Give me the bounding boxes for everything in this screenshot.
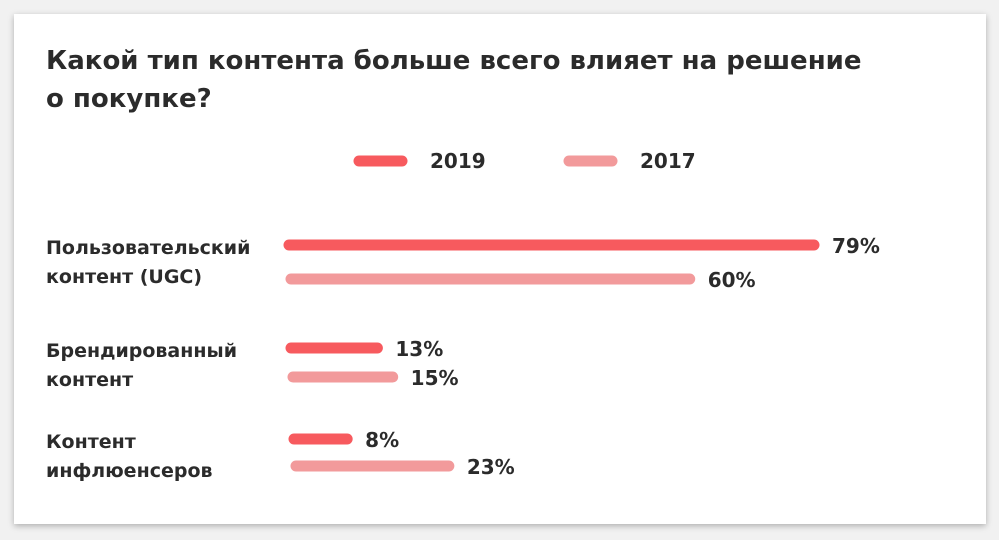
legend-label-2017: 2017	[640, 149, 696, 173]
category-label: контент (UGC)	[46, 266, 202, 288]
data-label-2017: 23%	[467, 455, 515, 479]
chart-card: Какой тип контента больше всего влияет н…	[14, 14, 986, 524]
category-label: Контент	[46, 431, 136, 453]
category-label: Брендированный	[46, 340, 237, 362]
data-label-2017: 60%	[708, 268, 756, 292]
data-label-2017: 15%	[411, 366, 459, 390]
data-label-2019: 79%	[832, 234, 880, 258]
category-label: Пользовательский	[46, 237, 250, 259]
chart-title: Какой тип контента больше всего влияет н…	[46, 46, 862, 114]
category-label: инфлюенсеров	[46, 460, 213, 482]
bar-chart: 2019 2017 Пользовательский контент (UGC) 79%…	[46, 149, 880, 482]
legend-label-2019: 2019	[430, 149, 486, 173]
data-label-2019: 8%	[365, 428, 399, 452]
data-label-2019: 13%	[395, 337, 443, 361]
category-label: контент	[46, 369, 133, 391]
